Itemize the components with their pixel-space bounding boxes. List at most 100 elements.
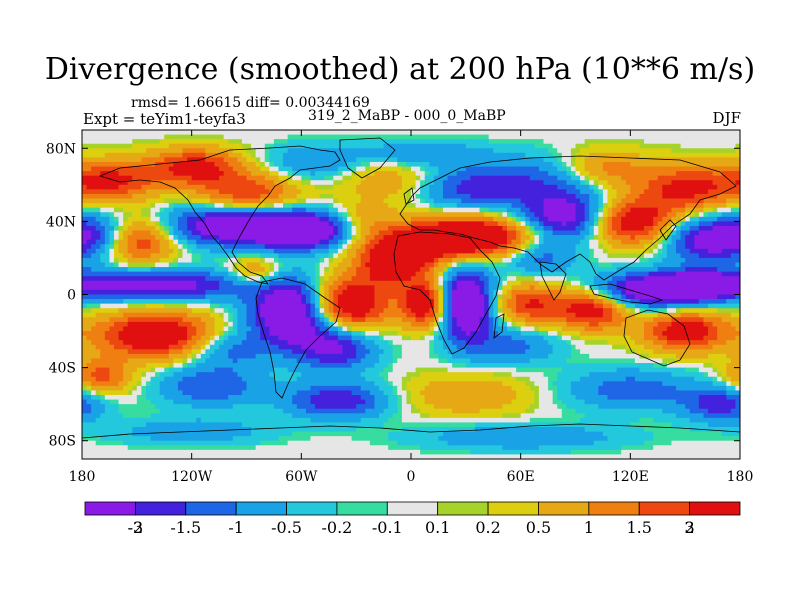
- field-cell: [708, 267, 714, 273]
- field-cell: [164, 212, 170, 218]
- field-cell: [223, 203, 229, 209]
- field-cell: [123, 276, 129, 282]
- field-cell: [717, 216, 723, 222]
- field-cell: [671, 207, 677, 213]
- field-cell: [703, 143, 709, 149]
- field-cell: [315, 134, 321, 140]
- field-cell: [273, 207, 280, 213]
- field-cell: [621, 276, 627, 282]
- field-cell: [141, 248, 147, 254]
- field-cell: [150, 157, 156, 163]
- field-cell: [625, 175, 631, 181]
- field-cell: [392, 239, 398, 245]
- field-cell: [461, 280, 467, 286]
- field-cell: [621, 225, 627, 232]
- field-cell: [657, 267, 663, 273]
- field-cell: [415, 285, 421, 291]
- field-cell: [273, 248, 280, 254]
- field-cell: [470, 271, 476, 277]
- field-cell: [520, 271, 526, 277]
- field-cell: [552, 166, 558, 172]
- field-cell: [141, 271, 147, 277]
- field-cell: [666, 139, 673, 145]
- field-cell: [584, 216, 590, 222]
- field-cell: [497, 239, 503, 245]
- field-cell: [529, 175, 535, 181]
- field-cell: [511, 276, 517, 282]
- field-cell: [548, 175, 554, 181]
- field-cell: [452, 225, 458, 232]
- field-cell: [168, 180, 174, 186]
- field-cell: [438, 257, 444, 264]
- field-cell: [369, 203, 376, 209]
- field-cell: [511, 230, 517, 236]
- field-cell: [438, 239, 444, 245]
- field-cell: [118, 212, 124, 218]
- field-cell: [534, 148, 540, 154]
- field-cell: [575, 152, 581, 159]
- field-cell: [305, 134, 312, 140]
- field-cell: [415, 221, 421, 227]
- field-cell: [653, 175, 659, 181]
- field-cell: [118, 148, 124, 154]
- field-cell: [525, 235, 531, 241]
- field-cell: [397, 244, 403, 250]
- field-cell: [191, 148, 197, 154]
- field-cell: [397, 207, 403, 213]
- field-cell: [575, 180, 581, 186]
- field-cell: [379, 175, 385, 181]
- field-cell: [383, 230, 389, 236]
- field-cell: [145, 134, 152, 140]
- field-cell: [333, 280, 339, 286]
- field-cell: [671, 198, 677, 204]
- field-cell: [438, 180, 444, 186]
- field-cell: [214, 203, 220, 209]
- field-cell: [164, 230, 170, 236]
- field-cell: [292, 212, 298, 218]
- field-cell: [712, 130, 718, 136]
- field-cell: [379, 285, 385, 291]
- field-cell: [543, 212, 549, 218]
- field-cell: [685, 244, 691, 250]
- field-cell: [328, 207, 334, 213]
- field-cell: [438, 166, 444, 172]
- field-cell: [461, 198, 467, 204]
- field-cell: [584, 239, 590, 245]
- field-cell: [493, 193, 499, 200]
- field-cell: [177, 143, 184, 149]
- field-cell: [634, 143, 641, 149]
- field-cell: [209, 139, 216, 145]
- field-cell: [209, 257, 216, 264]
- field-cell: [698, 166, 705, 172]
- field-cell: [461, 139, 467, 145]
- field-cell: [219, 180, 225, 186]
- field-cell: [237, 216, 243, 222]
- field-cell: [397, 171, 403, 177]
- field-cell: [292, 180, 298, 186]
- field-cell: [123, 148, 129, 154]
- field-cell: [342, 157, 348, 163]
- field-cell: [196, 221, 202, 227]
- field-cell: [534, 193, 540, 200]
- field-cell: [465, 239, 471, 245]
- field-cell: [296, 184, 302, 190]
- field-cell: [159, 157, 165, 163]
- field-cell: [520, 280, 526, 286]
- field-cell: [570, 212, 577, 218]
- field-cell: [621, 175, 627, 181]
- field-cell: [200, 148, 206, 154]
- field-cell: [465, 180, 471, 186]
- field-cell: [470, 280, 476, 286]
- field-cell: [506, 235, 513, 241]
- field-cell: [136, 175, 142, 181]
- field-cell: [561, 207, 567, 213]
- field-cell: [310, 143, 316, 149]
- field-cell: [232, 161, 238, 168]
- field-cell: [561, 280, 567, 286]
- field-cell: [356, 216, 362, 222]
- field-cell: [730, 130, 737, 136]
- field-cell: [251, 175, 257, 181]
- field-cell: [337, 207, 344, 213]
- field-cell: [543, 139, 549, 145]
- field-cell: [177, 262, 184, 268]
